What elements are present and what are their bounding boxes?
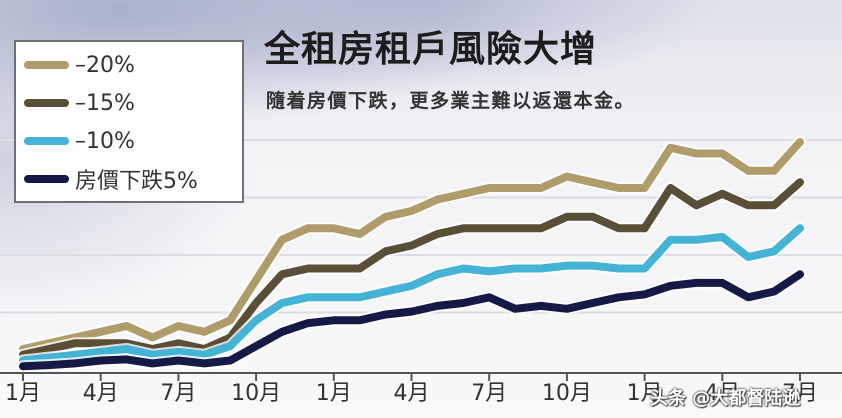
x-tick-label: 7月	[160, 381, 197, 406]
legend-swatch-icon	[24, 137, 69, 145]
x-tick-label: 4月	[82, 381, 119, 406]
x-tick-label: 7月	[471, 381, 508, 406]
series-line	[19, 138, 804, 353]
legend-label: –20%	[75, 52, 135, 78]
legend-item-minus20: –20%	[24, 50, 135, 80]
legend-swatch-icon	[24, 99, 69, 107]
chart-subtitle: 隨着房價下跌，更多業主難以返還本金。	[266, 90, 636, 112]
series-line	[19, 270, 804, 371]
x-axis	[0, 372, 842, 381]
x-tick-label: 10月	[231, 381, 282, 406]
x-tick-label: 4月	[393, 381, 430, 406]
watermark: 头条 @大都督陆逊	[650, 388, 801, 409]
legend-item-minus15: –15%	[24, 88, 135, 118]
x-tick-label: 4月	[704, 381, 741, 406]
legend-item-minus10: –10%	[24, 126, 135, 156]
series-lines	[17, 136, 806, 373]
legend-label: –15%	[75, 90, 135, 116]
x-tick-label: 1月	[315, 381, 352, 406]
x-tick-label: 1月	[626, 381, 663, 406]
legend-swatch-icon	[24, 61, 69, 69]
chart-title: 全租房租戶風險大增	[264, 29, 598, 70]
x-tick-label: 1月	[5, 381, 41, 406]
x-tick-label: 10月	[541, 381, 592, 406]
legend: –20% –15% –10% 房價下跌5%	[14, 40, 244, 203]
x-tick-label: 7月	[782, 381, 818, 406]
legend-label: –10%	[75, 128, 135, 154]
legend-swatch-icon	[24, 175, 69, 183]
series-line	[19, 224, 804, 365]
legend-label: 房價下跌5%	[75, 169, 198, 194]
legend-item-minus5: 房價下跌5%	[24, 164, 198, 194]
